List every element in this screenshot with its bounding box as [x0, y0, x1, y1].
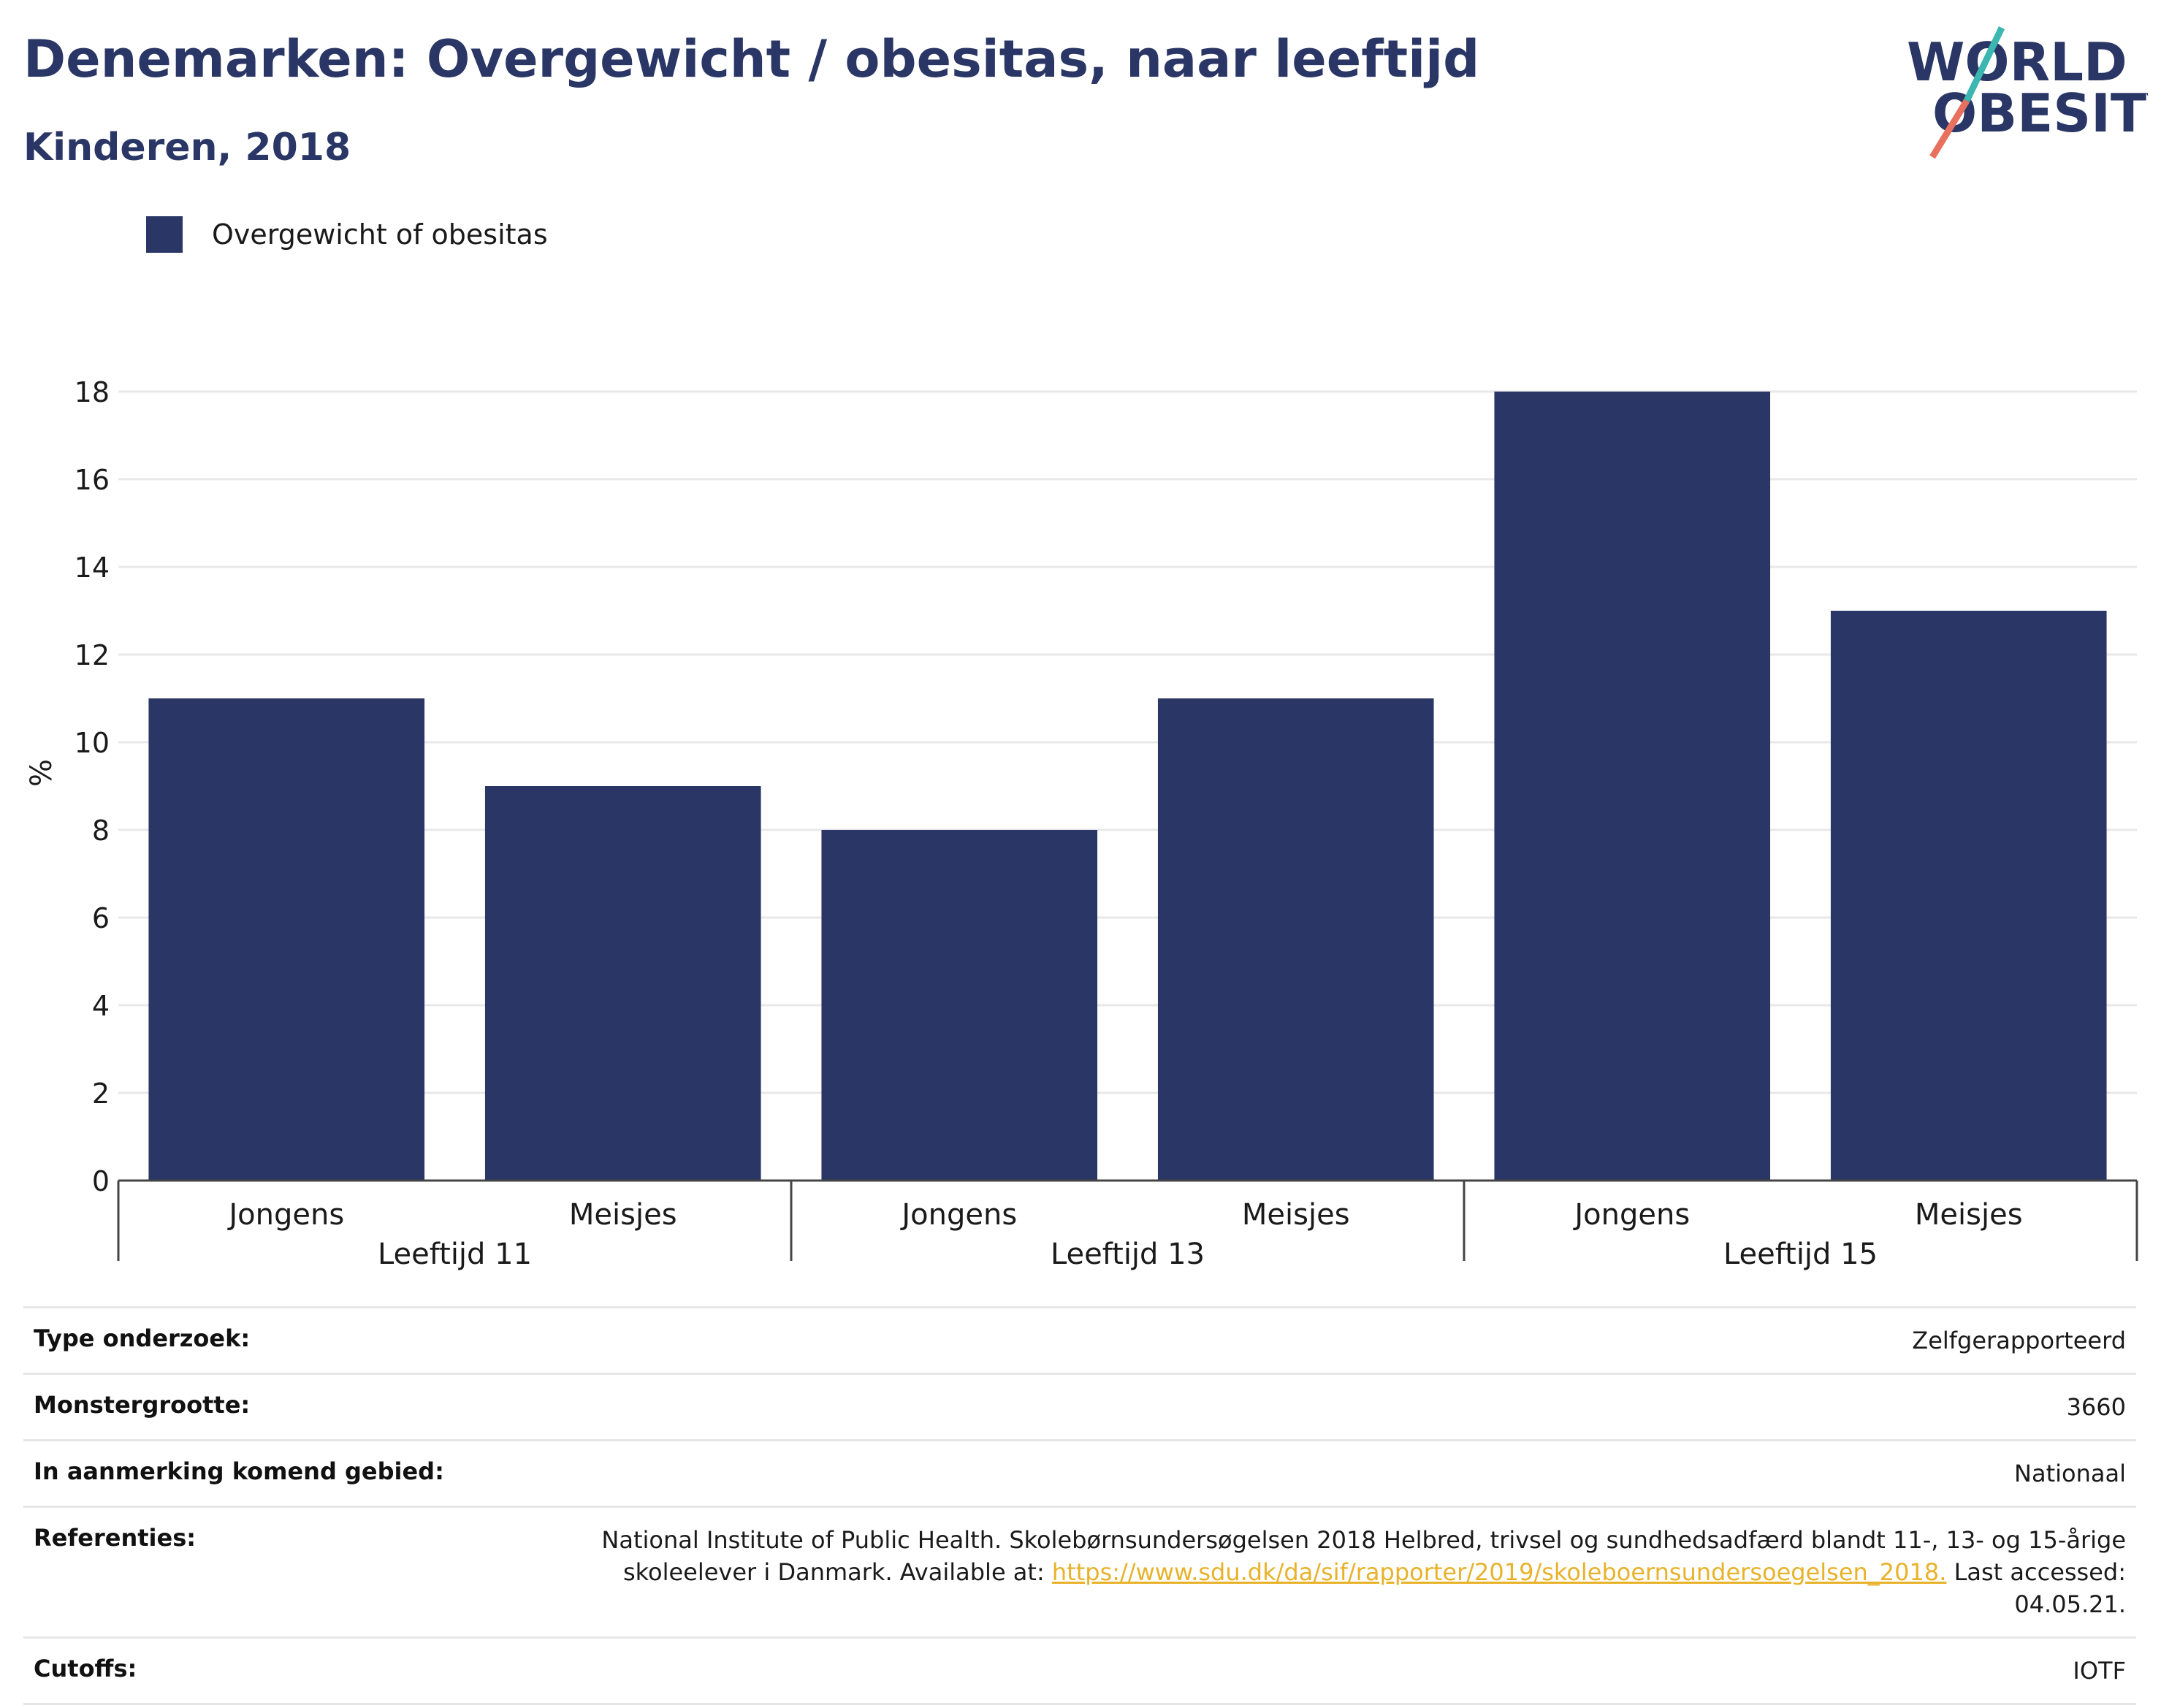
x-category-label: Jongens [1572, 1198, 1690, 1232]
x-category-label: Meisjes [1242, 1198, 1350, 1232]
x-group-label: Leeftijd 15 [1723, 1238, 1878, 1271]
svg-text:WORLD: WORLD [1907, 31, 2127, 93]
y-tick-label: 2 [92, 1078, 110, 1110]
bar [821, 830, 1098, 1181]
x-category-label: Jongens [899, 1198, 1017, 1232]
y-tick-label: 8 [92, 815, 110, 847]
meta-label: Cutoffs: [34, 1655, 137, 1682]
world-obesity-logo: WORLD OBESITY [1907, 26, 2148, 159]
bar [148, 698, 425, 1181]
x-group-label: Leeftijd 11 [378, 1238, 532, 1271]
meta-value: 3660 [2066, 1393, 2126, 1421]
metadata-table: Type onderzoek: Zelfgerapporteerd Monste… [23, 1306, 2136, 1705]
y-tick-label: 18 [75, 376, 110, 408]
svg-text:OBESITY: OBESITY [1932, 83, 2148, 144]
meta-row-type: Type onderzoek: Zelfgerapporteerd [23, 1306, 2136, 1373]
meta-value: Zelfgerapporteerd [1912, 1327, 2126, 1354]
legend-swatch [146, 216, 183, 253]
meta-value: IOTF [2073, 1657, 2126, 1685]
y-tick-label: 4 [92, 990, 110, 1022]
legend-label: Overgewicht of obesitas [212, 218, 548, 251]
y-tick-label: 6 [92, 902, 110, 934]
bar [1157, 698, 1434, 1181]
bar [1494, 392, 1771, 1181]
meta-label: Type onderzoek: [34, 1324, 251, 1352]
meta-row-references: Referenties: National Institute of Publi… [23, 1506, 2136, 1636]
reference-accessed: Last accessed: 04.05.21. [1946, 1558, 2126, 1618]
meta-row-cutoffs: Cutoffs: IOTF [23, 1636, 2136, 1705]
x-category-label: Meisjes [569, 1198, 677, 1232]
x-category-label: Jongens [226, 1198, 344, 1232]
reference-text: National Institute of Public Health. Sko… [601, 1526, 2126, 1586]
bar-chart: 0 2 4 6 8 10 12 14 16 18% Jongens Meisjes Leeftijd 1… [25, 376, 2138, 1271]
meta-value: Nationaal [2014, 1460, 2126, 1487]
x-group-label: Leeftijd 13 [1051, 1238, 1205, 1271]
y-tick-label: 12 [75, 639, 110, 671]
y-tick-label: 14 [75, 552, 110, 584]
meta-row-sample-size: Monstergrootte: 3660 [23, 1373, 2136, 1439]
chart-title: Denemarken: Overgewicht / obesitas, naar… [23, 29, 1480, 89]
meta-row-area: In aanmerking komend gebied: Nationaal [23, 1439, 2136, 1506]
y-tick-label: 10 [75, 727, 110, 759]
bar [484, 786, 761, 1181]
meta-label: Monstergrootte: [34, 1391, 251, 1419]
meta-label: In aanmerking komend gebied: [34, 1457, 444, 1485]
x-category-label: Meisjes [1915, 1198, 2023, 1232]
y-tick-label: 16 [75, 464, 110, 496]
y-axis-label: % [25, 759, 58, 787]
chart-legend[interactable]: Overgewicht of obesitas [146, 216, 548, 253]
meta-label: Referenties: [34, 1524, 197, 1552]
meta-value: National Institute of Public Health. Sko… [592, 1524, 2126, 1620]
y-tick-label: 0 [92, 1165, 110, 1197]
reference-link[interactable]: https://www.sdu.dk/da/sif/rapporter/2019… [1051, 1558, 1947, 1586]
bar [1830, 611, 2107, 1181]
chart-subtitle: Kinderen, 2018 [23, 126, 351, 169]
